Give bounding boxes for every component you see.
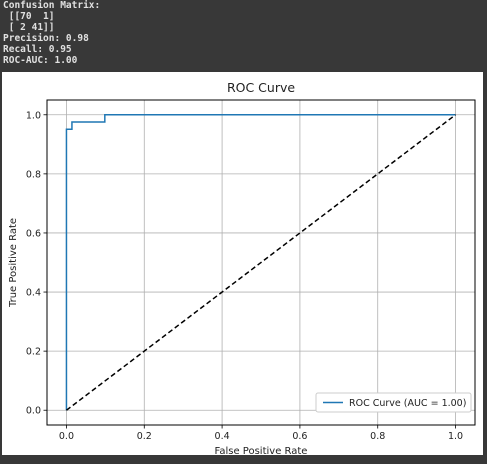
console-line-matrix-row-1: [[70 1]	[3, 11, 55, 22]
y-tick-label: 0.2	[26, 347, 41, 358]
x-tick-label: 1.0	[448, 431, 463, 442]
axes-frame	[46, 99, 476, 426]
console-line-matrix-row-2: [ 2 41]]	[3, 22, 55, 33]
console-output: Confusion Matrix: [[70 1] [ 2 41]] Preci…	[0, 0, 487, 72]
legend-label-roc: ROC Curve (AUC = 1.00)	[349, 398, 466, 409]
y-axis-label: True Positive Rate	[8, 218, 19, 308]
series-layer	[65, 114, 457, 411]
legend-box	[315, 392, 472, 413]
roc-chart: 0.0 0.2 0.4 0.6 0.8 1.0 0.0 0.2 0.4 0.6 0.8 1.0 ROC…	[8, 80, 476, 457]
y-tick-label: 0.4	[26, 288, 41, 299]
x-axis-label: False Positive Rate	[215, 446, 308, 455]
y-tick-label: 0.6	[26, 228, 41, 239]
legend: ROC Curve (AUC = 1.00)	[315, 392, 472, 413]
x-tick-label: 0.6	[292, 431, 307, 442]
chart-title: ROC Curve	[227, 80, 295, 95]
y-tick-label: 0.0	[26, 406, 41, 417]
bottom-strip	[0, 455, 487, 464]
y-tick-label: 0.8	[26, 169, 41, 180]
console-line-roc-auc: ROC-AUC: 1.00	[3, 55, 78, 66]
roc-figure: 0.0 0.2 0.4 0.6 0.8 1.0 0.0 0.2 0.4 0.6 0.8 1.0 ROC…	[2, 72, 483, 457]
y-tick-label: 1.0	[26, 110, 41, 121]
x-tick-label: 0.8	[370, 431, 385, 442]
diagonal-reference-line	[65, 114, 457, 411]
roc-curve-line	[65, 114, 456, 411]
console-line-confusion-title: Confusion Matrix:	[3, 0, 101, 11]
console-line-precision: Precision: 0.98	[3, 33, 89, 44]
x-tick-label: 0.0	[59, 431, 74, 442]
console-line-recall: Recall: 0.95	[3, 44, 72, 55]
x-tick-label: 0.2	[137, 431, 152, 442]
tick-layer: 0.0 0.2 0.4 0.6 0.8 1.0 0.0 0.2 0.4 0.6 0.8 1.0	[26, 110, 463, 442]
x-tick-label: 0.4	[215, 431, 230, 442]
